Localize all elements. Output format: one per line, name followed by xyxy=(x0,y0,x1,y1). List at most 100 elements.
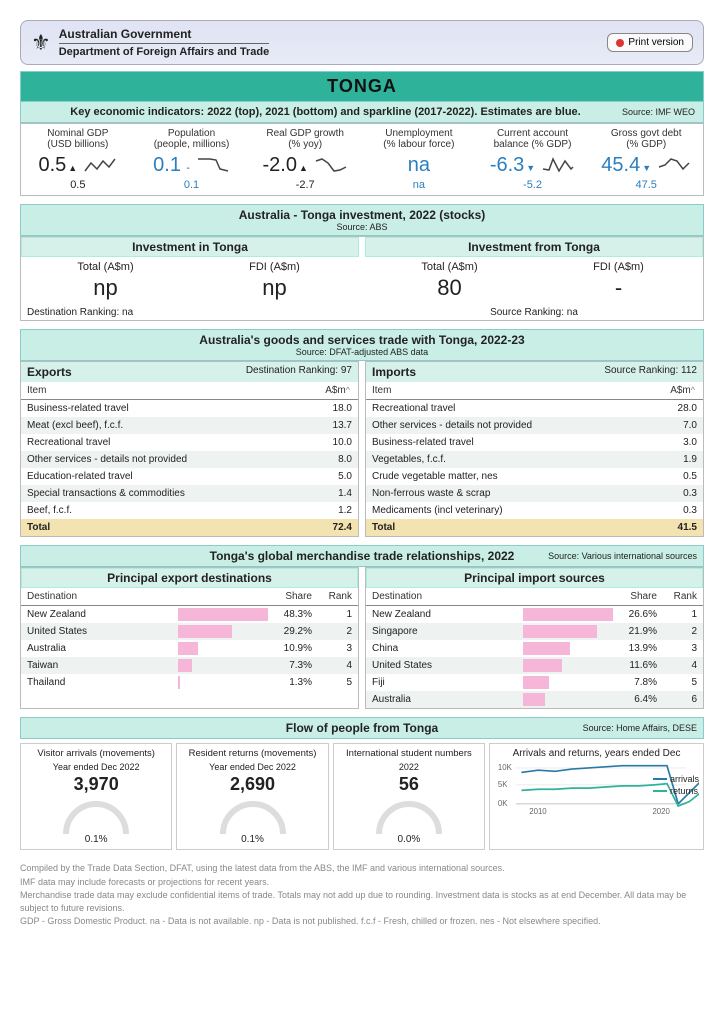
inv-fdi-val: np xyxy=(194,275,355,301)
exports-table: ItemA$m ^Business-related travel18.0Meat… xyxy=(21,382,358,536)
invest-in-foot: Destination Ranking: na xyxy=(21,305,359,320)
flow-card: Visitor arrivals (movements)Year ended D… xyxy=(20,743,172,850)
table-row: Business-related travel3.0 xyxy=(366,434,703,451)
invest-in-header: Investment in Tonga xyxy=(21,237,359,257)
svg-text:10K: 10K xyxy=(498,763,513,772)
table-row: Education-related travel5.0 xyxy=(21,468,358,485)
investment-split: Investment in Tonga Total (A$m) np FDI (A… xyxy=(20,236,704,321)
table-row: Recreational travel28.0 xyxy=(366,400,703,418)
svg-text:2010: 2010 xyxy=(529,807,547,815)
print-label: Print version xyxy=(628,37,684,48)
header-left: ⚜ Australian Government Department of Fo… xyxy=(31,27,269,58)
dept-name: Department of Foreign Affairs and Trade xyxy=(59,43,269,58)
inv-total-val: np xyxy=(25,275,186,301)
trade-title: Australia's goods and services trade wit… xyxy=(199,333,524,347)
table-row: Other services - details not provided7.0 xyxy=(366,417,703,434)
subtitle: Key economic indicators: 2022 (top), 202… xyxy=(29,106,622,118)
flow-card: International student numbers202256 0.0% xyxy=(333,743,485,850)
inv2-total-val: 80 xyxy=(369,275,530,301)
inv-fdi-label: FDI (A$m) xyxy=(194,261,355,273)
indicator: Population(people, millions) 0.1 - 0.1 xyxy=(135,124,249,195)
table-row: Recreational travel10.0 xyxy=(21,434,358,451)
print-dot-icon xyxy=(616,39,624,47)
invest-from-foot: Source Ranking: na xyxy=(365,305,703,320)
inv2-fdi-val: - xyxy=(538,275,699,301)
table-total-row: Total41.5 xyxy=(366,519,703,536)
table-row: China13.9%3 xyxy=(366,640,703,657)
imports-table: ItemA$m ^Recreational travel28.0Other se… xyxy=(366,382,703,536)
inv-total-label: Total (A$m) xyxy=(25,261,186,273)
invest-from: Investment from Tonga Total (A$m) 80 FDI … xyxy=(365,237,703,320)
indicator: Unemployment(% labour force) na na xyxy=(362,124,476,195)
global-imp-header: Principal import sources xyxy=(366,568,703,588)
table-row: Taiwan7.3%4 xyxy=(21,657,358,674)
global-source: Source: Various international sources xyxy=(548,551,697,561)
investment-source: Source: ABS xyxy=(24,222,700,232)
header-titles: Australian Government Department of Fore… xyxy=(59,27,269,58)
trade-split: ExportsDestination Ranking: 97 ItemA$m ^… xyxy=(20,361,704,537)
global-header: Tonga's global merchandise trade relatio… xyxy=(20,545,704,567)
flow-chart: Arrivals and returns, years ended Dec 10… xyxy=(489,743,704,850)
invest-from-header: Investment from Tonga xyxy=(365,237,703,257)
flow-header: Flow of people from Tonga Source: Home A… xyxy=(20,717,704,739)
indicator: Current accountbalance (% GDP) -6.3 -5.2 xyxy=(476,124,590,195)
table-row: Australia6.4%6 xyxy=(366,691,703,708)
table-row: Medicaments (incl veterinary)0.3 xyxy=(366,502,703,519)
global-imp-table: DestinationShareRankNew Zealand26.6%1Sin… xyxy=(366,588,703,708)
svg-text:0K: 0K xyxy=(498,799,508,808)
print-button[interactable]: Print version xyxy=(607,33,693,52)
table-row: Australia10.9%3 xyxy=(21,640,358,657)
global-split: Principal export destinations Destinatio… xyxy=(20,567,704,709)
header: ⚜ Australian Government Department of Fo… xyxy=(20,20,704,65)
global-exp-box: Principal export destinations Destinatio… xyxy=(20,567,359,709)
investment-header: Australia - Tonga investment, 2022 (stoc… xyxy=(20,204,704,236)
table-row: Crude vegetable matter, nes0.5 xyxy=(366,468,703,485)
exports-box: ExportsDestination Ranking: 97 ItemA$m ^… xyxy=(20,361,359,537)
imports-header: ImportsSource Ranking: 112 xyxy=(366,362,703,382)
table-row: Business-related travel18.0 xyxy=(21,400,358,418)
table-row: Special transactions & commodities1.4 xyxy=(21,485,358,502)
inv2-fdi-label: FDI (A$m) xyxy=(538,261,699,273)
global-exp-header: Principal export destinations xyxy=(21,568,358,588)
flow-row: Visitor arrivals (movements)Year ended D… xyxy=(20,739,704,854)
table-total-row: Total72.4 xyxy=(21,519,358,536)
country-title: TONGA xyxy=(20,71,704,102)
table-row: Meat (excl beef), f.c.f.13.7 xyxy=(21,417,358,434)
global-title: Tonga's global merchandise trade relatio… xyxy=(210,549,515,563)
table-row: New Zealand48.3%1 xyxy=(21,606,358,624)
exports-header: ExportsDestination Ranking: 97 xyxy=(21,362,358,382)
table-row: United States11.6%4 xyxy=(366,657,703,674)
invest-from-row: Total (A$m) 80 FDI (A$m) - xyxy=(365,257,703,305)
crest-icon: ⚜ xyxy=(31,30,51,56)
table-row: Thailand1.3%5 xyxy=(21,674,358,691)
indicator: Nominal GDP(USD billions) 0.5 0.5 xyxy=(21,124,135,195)
flow-card: Resident returns (movements)Year ended D… xyxy=(176,743,328,850)
indicator: Gross govt debt(% GDP) 45.4 47.5 xyxy=(589,124,703,195)
global-exp-table: DestinationShareRankNew Zealand48.3%1Uni… xyxy=(21,588,358,691)
table-row: United States29.2%2 xyxy=(21,623,358,640)
invest-in: Investment in Tonga Total (A$m) np FDI (A… xyxy=(21,237,359,320)
subtitle-source: Source: IMF WEO xyxy=(622,107,695,117)
subtitle-bar: Key economic indicators: 2022 (top), 202… xyxy=(20,102,704,123)
footnotes: Compiled by the Trade Data Section, DFAT… xyxy=(20,862,704,928)
table-row: Vegetables, f.c.f.1.9 xyxy=(366,451,703,468)
table-row: Non-ferrous waste & scrap0.3 xyxy=(366,485,703,502)
invest-in-row: Total (A$m) np FDI (A$m) np xyxy=(21,257,359,305)
investment-title: Australia - Tonga investment, 2022 (stoc… xyxy=(239,208,486,222)
flow-source: Source: Home Affairs, DESE xyxy=(583,723,697,733)
table-row: New Zealand26.6%1 xyxy=(366,606,703,624)
svg-text:5K: 5K xyxy=(498,780,508,789)
flow-title: Flow of people from Tonga xyxy=(286,721,438,735)
gov-name: Australian Government xyxy=(59,27,269,41)
table-row: Fiji7.8%5 xyxy=(366,674,703,691)
imports-box: ImportsSource Ranking: 112 ItemA$m ^Recr… xyxy=(365,361,704,537)
trade-source: Source: DFAT-adjusted ABS data xyxy=(24,347,700,357)
svg-text:2020: 2020 xyxy=(653,807,671,815)
table-row: Beef, f.c.f.1.2 xyxy=(21,502,358,519)
inv2-total-label: Total (A$m) xyxy=(369,261,530,273)
table-row: Other services - details not provided8.0 xyxy=(21,451,358,468)
table-row: Singapore21.9%2 xyxy=(366,623,703,640)
global-imp-box: Principal import sources DestinationShar… xyxy=(365,567,704,709)
trade-header: Australia's goods and services trade wit… xyxy=(20,329,704,361)
indicators-row: Nominal GDP(USD billions) 0.5 0.5 Popula… xyxy=(20,123,704,196)
